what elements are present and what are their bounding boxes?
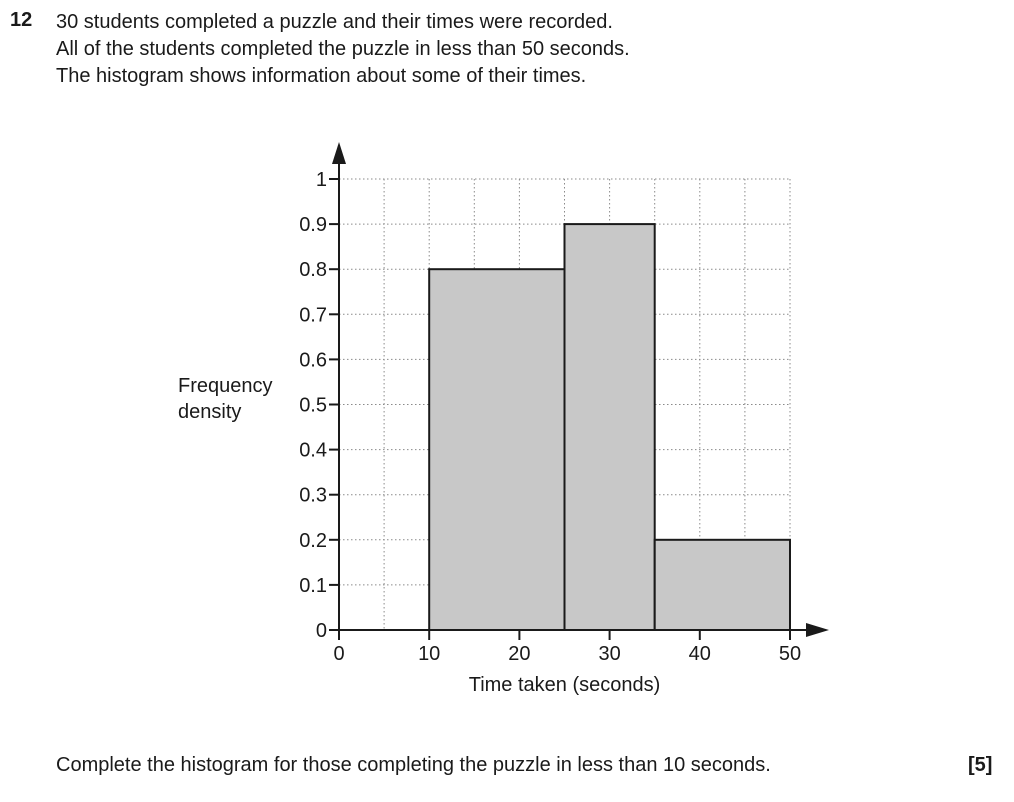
y-tick-label: 0.3	[299, 485, 327, 507]
histogram-bar-2	[563, 223, 656, 631]
y-axis-label-line-2: density	[178, 401, 242, 423]
x-tick-label: 50	[779, 643, 801, 665]
question-number: 12	[10, 9, 33, 31]
intro-line-3: The histogram shows information about so…	[56, 65, 587, 87]
y-axis-label: Frequency density	[178, 373, 273, 425]
histogram-bar-1	[428, 268, 566, 631]
y-tick-label: 0.1	[299, 575, 327, 597]
intro-line-2: All of the students completed the puzzle…	[56, 38, 630, 60]
marks-label: [5]	[968, 754, 993, 776]
histogram-bar-3	[653, 538, 792, 631]
x-tick-label: 10	[418, 643, 440, 665]
x-tick-label: 30	[598, 643, 620, 665]
question-intro: 30 students completed a puzzle and their…	[56, 9, 630, 90]
y-tick-label: 0	[316, 620, 327, 642]
y-tick-label: 0.8	[299, 259, 327, 281]
y-tick-label: 0.2	[299, 530, 327, 552]
y-tick-label: 0.9	[299, 214, 327, 236]
x-tick-label: 40	[689, 643, 711, 665]
y-tick-label: 0.7	[299, 304, 327, 326]
y-axis-arrow	[332, 142, 346, 164]
y-tick-label: 0.5	[299, 395, 327, 417]
x-axis-arrow	[806, 623, 829, 637]
y-tick-label: 1	[316, 169, 327, 191]
intro-line-1: 30 students completed a puzzle and their…	[56, 11, 613, 33]
y-tick-label: 0.6	[299, 349, 327, 371]
y-axis-label-line-1: Frequency	[178, 375, 273, 397]
x-tick-label: 20	[508, 643, 530, 665]
task-instruction: Complete the histogram for those complet…	[56, 754, 771, 776]
x-tick-label: 0	[333, 643, 344, 665]
y-tick-label: 0.4	[299, 440, 327, 462]
x-axis-label: Time taken (seconds)	[469, 674, 661, 696]
